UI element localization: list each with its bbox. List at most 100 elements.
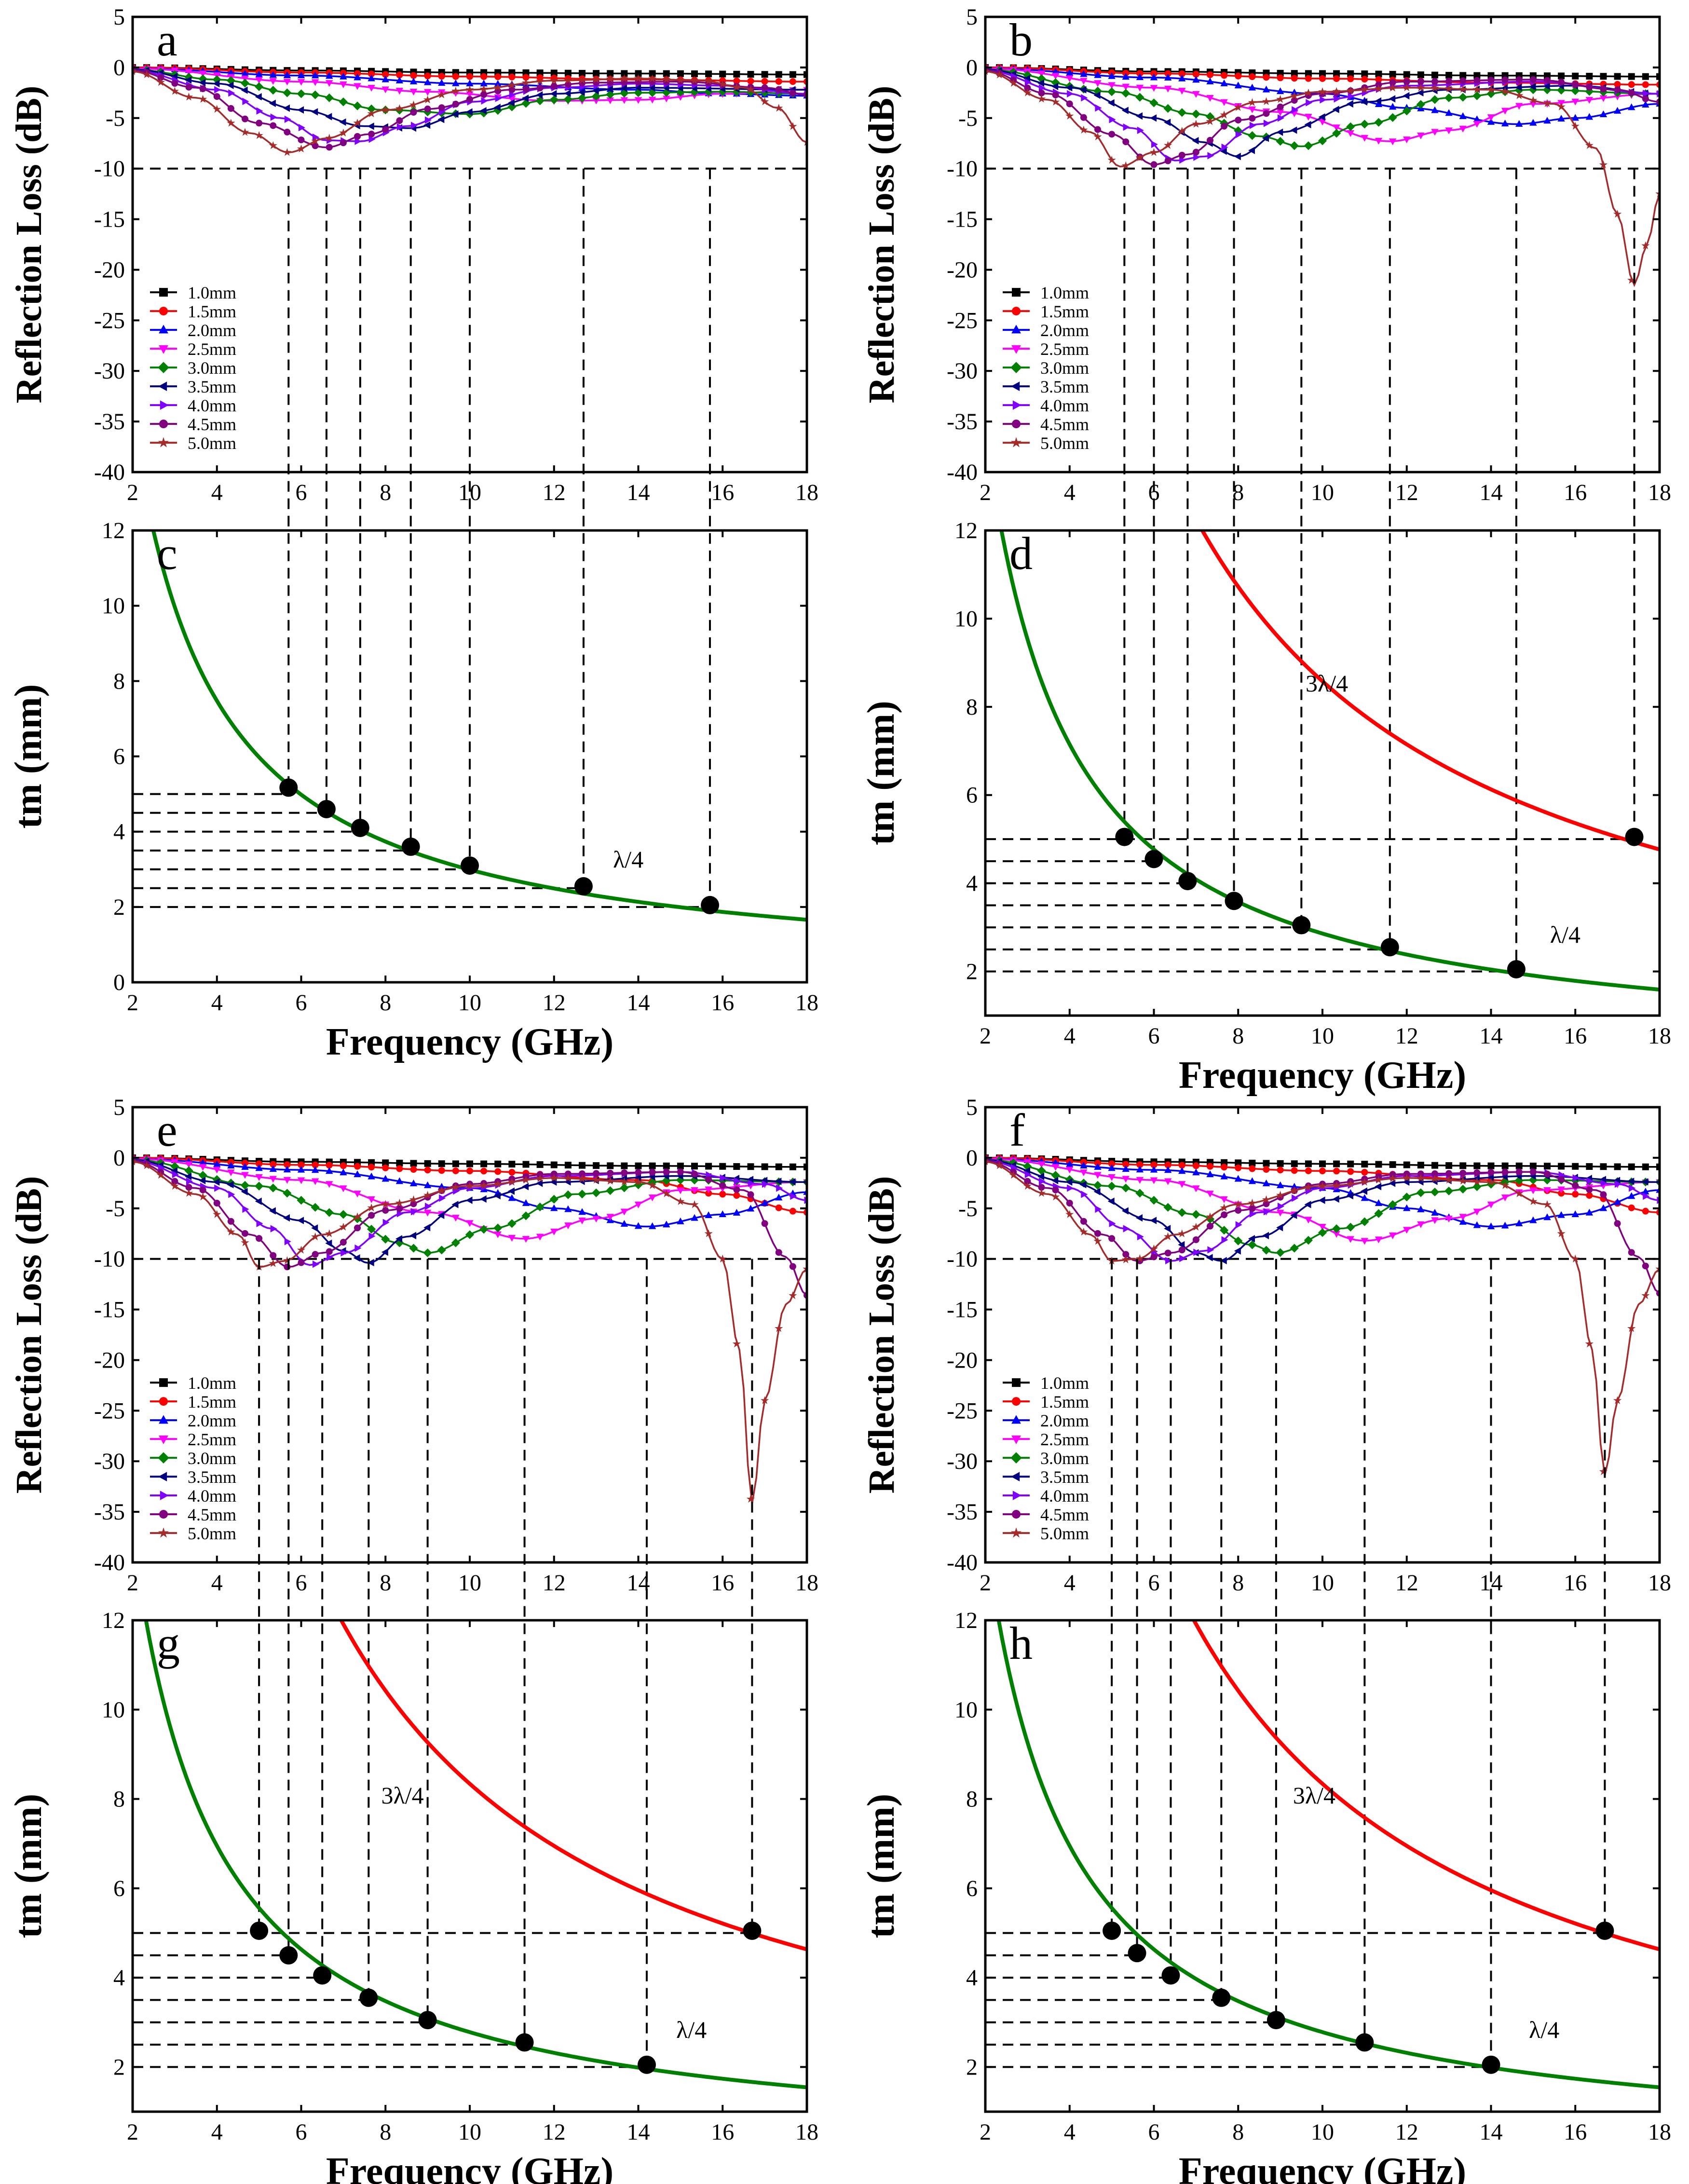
legend-swatch-marker bbox=[158, 381, 167, 392]
series-marker bbox=[297, 89, 306, 98]
matching-point bbox=[401, 837, 420, 856]
series-marker bbox=[1459, 112, 1467, 119]
series-marker bbox=[592, 75, 600, 83]
series-marker bbox=[1628, 1249, 1635, 1256]
series-marker bbox=[466, 1160, 473, 1167]
series-marker bbox=[1263, 74, 1270, 81]
series-marker bbox=[283, 1256, 291, 1264]
series-marker bbox=[1122, 1161, 1130, 1168]
series-marker bbox=[424, 1160, 431, 1167]
series-marker bbox=[677, 1217, 684, 1224]
series-marker bbox=[480, 1160, 488, 1167]
three-quarter-wave-curve bbox=[1191, 1620, 1660, 1952]
series-marker bbox=[1038, 1177, 1046, 1185]
series-marker bbox=[1361, 1161, 1368, 1168]
series-marker bbox=[1151, 140, 1158, 149]
series-marker bbox=[1628, 103, 1635, 110]
series-marker bbox=[1304, 141, 1313, 150]
series-marker bbox=[283, 148, 291, 156]
series-marker bbox=[1305, 1160, 1312, 1167]
series-marker bbox=[635, 1162, 642, 1169]
x-tick-label: 18 bbox=[1648, 2119, 1671, 2145]
y-tick-label: -40 bbox=[947, 1550, 978, 1575]
series-marker bbox=[1234, 1175, 1242, 1182]
series-marker bbox=[1150, 1166, 1158, 1173]
series-marker bbox=[311, 108, 318, 116]
series-marker bbox=[775, 1194, 783, 1201]
series-marker bbox=[762, 1180, 769, 1188]
series-marker bbox=[1164, 1166, 1172, 1173]
series-marker bbox=[761, 1199, 769, 1206]
series-marker bbox=[1361, 135, 1369, 142]
y-tick-label: 6 bbox=[113, 1876, 125, 1901]
series-marker bbox=[1221, 1164, 1228, 1171]
series-marker bbox=[1178, 151, 1185, 159]
series-marker bbox=[1164, 1225, 1171, 1233]
series-marker bbox=[256, 120, 263, 127]
legend-swatch-marker bbox=[158, 362, 169, 373]
x-tick-label: 6 bbox=[1148, 1023, 1160, 1049]
x-tick-label: 6 bbox=[1148, 2119, 1160, 2145]
y-tick-label: -30 bbox=[947, 358, 978, 384]
series-marker bbox=[1389, 1180, 1396, 1187]
series-marker bbox=[1445, 72, 1453, 79]
series-marker bbox=[621, 70, 628, 77]
axes-b: 2 4 6 8 10 12 14 16 18 5 0 -5 -10 -15 -20 -25 -30 -35 -40 b… bbox=[861, 4, 1671, 505]
series-marker bbox=[326, 1162, 333, 1169]
series-marker bbox=[213, 1199, 220, 1207]
series-marker bbox=[1262, 1179, 1270, 1186]
series-marker bbox=[1333, 70, 1340, 77]
series-marker bbox=[607, 1162, 614, 1169]
series-marker bbox=[1332, 106, 1339, 113]
series-marker bbox=[634, 88, 643, 97]
series-marker bbox=[1585, 1339, 1594, 1348]
legend-label: 3.0mm bbox=[188, 1449, 236, 1468]
legend-label: 1.5mm bbox=[188, 1392, 236, 1411]
series-marker bbox=[1360, 1178, 1369, 1186]
quarter-wave-curve bbox=[996, 1620, 1660, 2089]
series-marker bbox=[410, 122, 418, 129]
series-marker bbox=[1023, 88, 1032, 96]
x-tick-label: 2 bbox=[980, 1570, 991, 1596]
series-marker bbox=[734, 1177, 741, 1185]
legend-swatch-marker bbox=[159, 1435, 168, 1444]
series-marker bbox=[1543, 99, 1552, 107]
x-tick-label: 12 bbox=[1395, 2119, 1418, 2145]
series-marker bbox=[1095, 1205, 1102, 1213]
series-marker bbox=[410, 72, 417, 79]
series-marker bbox=[1107, 87, 1117, 96]
y-axis-label: Reflection Loss (dB) bbox=[861, 86, 902, 404]
series-marker bbox=[1163, 104, 1172, 113]
y-tick-label: 4 bbox=[966, 871, 978, 896]
series-marker bbox=[1515, 120, 1523, 127]
series-marker bbox=[1613, 1177, 1621, 1184]
series-marker bbox=[1094, 1172, 1102, 1179]
series-marker bbox=[311, 136, 320, 145]
series-marker bbox=[311, 90, 320, 99]
x-tick-label: 8 bbox=[1232, 480, 1244, 505]
series-marker bbox=[1192, 1168, 1200, 1176]
series-marker bbox=[1221, 1211, 1228, 1219]
legend-swatch-marker bbox=[159, 1397, 168, 1406]
series-marker bbox=[1220, 79, 1228, 86]
series-marker bbox=[775, 1324, 783, 1332]
legend-swatch-marker bbox=[160, 400, 169, 410]
legend-swatch-marker bbox=[1011, 1415, 1021, 1424]
series-marker bbox=[1361, 1238, 1369, 1245]
series-marker bbox=[1333, 124, 1340, 132]
series-marker bbox=[1473, 77, 1481, 84]
series-marker bbox=[451, 1201, 459, 1208]
series-marker bbox=[1487, 1162, 1495, 1169]
series-marker bbox=[1515, 1219, 1523, 1226]
series-marker bbox=[1585, 113, 1594, 120]
legend: 1.0mm1.5mm2.0mm2.5mm3.0mm3.5mm4.0mm4.5mm… bbox=[1003, 1373, 1089, 1543]
series-marker bbox=[1107, 99, 1115, 107]
series-marker bbox=[1318, 1228, 1327, 1237]
series-marker bbox=[326, 144, 333, 151]
series-marker bbox=[368, 1172, 375, 1180]
series-marker bbox=[606, 85, 613, 93]
series-marker bbox=[1642, 1163, 1649, 1170]
series-marker bbox=[1403, 136, 1411, 144]
series-marker bbox=[185, 1184, 192, 1191]
series-marker bbox=[1347, 1236, 1354, 1243]
